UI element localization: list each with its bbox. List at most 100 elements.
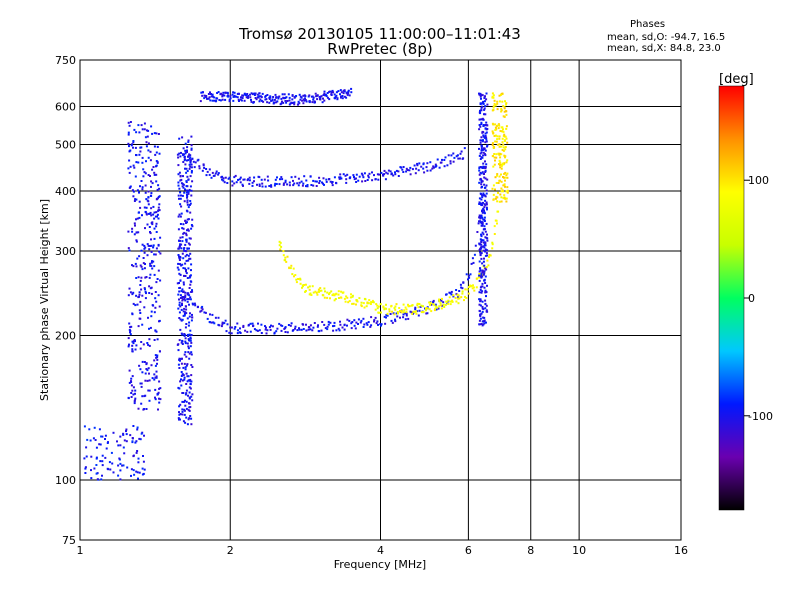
data-point xyxy=(182,247,185,250)
data-point xyxy=(479,253,482,256)
data-point xyxy=(422,305,424,308)
data-point xyxy=(486,259,489,262)
data-point xyxy=(478,291,481,294)
data-point xyxy=(248,176,251,179)
data-point xyxy=(178,357,181,360)
data-point xyxy=(478,249,481,251)
data-point xyxy=(148,372,150,375)
data-point xyxy=(256,329,259,332)
data-point xyxy=(402,303,405,306)
data-point xyxy=(462,157,465,160)
data-point xyxy=(187,298,190,301)
data-point xyxy=(312,179,315,182)
data-point xyxy=(305,100,308,103)
data-point xyxy=(151,168,154,171)
data-point xyxy=(117,444,120,447)
data-point xyxy=(458,290,461,292)
data-point xyxy=(275,183,278,185)
data-point xyxy=(142,343,145,346)
data-point xyxy=(258,100,261,103)
data-point xyxy=(480,233,482,236)
data-point xyxy=(132,265,135,268)
data-point xyxy=(150,194,153,197)
data-point xyxy=(217,173,220,176)
data-point xyxy=(463,147,466,150)
data-point xyxy=(423,171,426,174)
data-point xyxy=(256,183,258,186)
data-point xyxy=(390,173,393,176)
data-point xyxy=(184,219,187,222)
data-point xyxy=(249,330,252,333)
data-point xyxy=(214,316,217,319)
data-point xyxy=(406,169,409,171)
data-point xyxy=(404,312,407,315)
data-point xyxy=(184,421,187,424)
data-point xyxy=(483,206,486,209)
data-point xyxy=(501,163,504,166)
data-point xyxy=(159,387,162,390)
data-point xyxy=(190,135,193,138)
data-point xyxy=(96,478,99,481)
data-point xyxy=(492,184,495,187)
data-point xyxy=(448,291,451,294)
data-point xyxy=(469,273,472,276)
data-point xyxy=(182,223,185,226)
data-point xyxy=(452,295,455,298)
data-point xyxy=(435,305,438,308)
data-point xyxy=(318,180,321,182)
data-point xyxy=(315,185,318,187)
data-point xyxy=(119,478,122,481)
data-point xyxy=(135,470,138,473)
data-point xyxy=(179,305,182,308)
data-point xyxy=(180,332,183,335)
data-point xyxy=(130,377,133,380)
data-point xyxy=(479,171,482,174)
data-point xyxy=(152,205,155,208)
data-point xyxy=(346,173,349,176)
y-tick-label: 75 xyxy=(62,534,76,547)
data-point xyxy=(323,183,325,186)
data-point xyxy=(95,472,98,475)
data-point xyxy=(104,434,107,437)
data-point xyxy=(139,438,142,441)
data-point xyxy=(502,149,505,152)
data-point xyxy=(142,455,144,457)
data-point xyxy=(177,228,180,231)
data-point xyxy=(231,180,234,183)
data-point xyxy=(486,284,488,287)
data-point xyxy=(461,287,464,290)
data-point xyxy=(148,399,151,402)
data-point xyxy=(505,127,508,130)
data-point xyxy=(485,192,488,195)
data-point xyxy=(125,428,128,431)
data-point xyxy=(302,323,305,326)
data-point xyxy=(312,98,315,101)
data-point xyxy=(158,305,161,308)
data-point xyxy=(325,95,328,98)
data-point xyxy=(213,99,216,102)
x-tick-label: 2 xyxy=(227,544,234,557)
data-point xyxy=(237,98,240,101)
data-point xyxy=(327,178,330,181)
data-point xyxy=(177,194,180,197)
data-point xyxy=(187,159,190,162)
data-point xyxy=(442,303,445,306)
data-point xyxy=(304,95,307,98)
data-point xyxy=(291,94,294,97)
data-point xyxy=(189,160,192,163)
data-point xyxy=(188,247,190,250)
data-point xyxy=(494,188,496,191)
data-point xyxy=(147,129,150,132)
data-point xyxy=(194,161,197,164)
data-point xyxy=(182,175,184,178)
data-point xyxy=(468,276,471,279)
data-point xyxy=(482,139,484,142)
data-point xyxy=(506,176,509,179)
data-point xyxy=(183,312,186,315)
data-point xyxy=(471,257,474,260)
data-point xyxy=(147,190,150,193)
data-point xyxy=(119,444,122,447)
data-point xyxy=(145,206,148,209)
data-point xyxy=(506,172,509,175)
data-point xyxy=(498,143,501,146)
